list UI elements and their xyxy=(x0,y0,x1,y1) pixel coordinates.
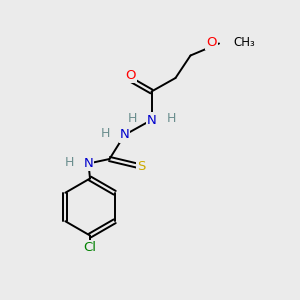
Text: O: O xyxy=(125,69,136,82)
Text: O: O xyxy=(206,36,217,50)
Text: S: S xyxy=(137,160,145,173)
Text: CH₃: CH₃ xyxy=(233,36,255,50)
Text: H: H xyxy=(127,112,137,125)
Text: H: H xyxy=(166,112,176,125)
Text: H: H xyxy=(64,155,74,169)
Text: N: N xyxy=(120,128,129,142)
Text: N: N xyxy=(147,113,156,127)
Text: H: H xyxy=(100,127,110,140)
Text: N: N xyxy=(84,157,93,170)
Text: Cl: Cl xyxy=(83,241,97,254)
